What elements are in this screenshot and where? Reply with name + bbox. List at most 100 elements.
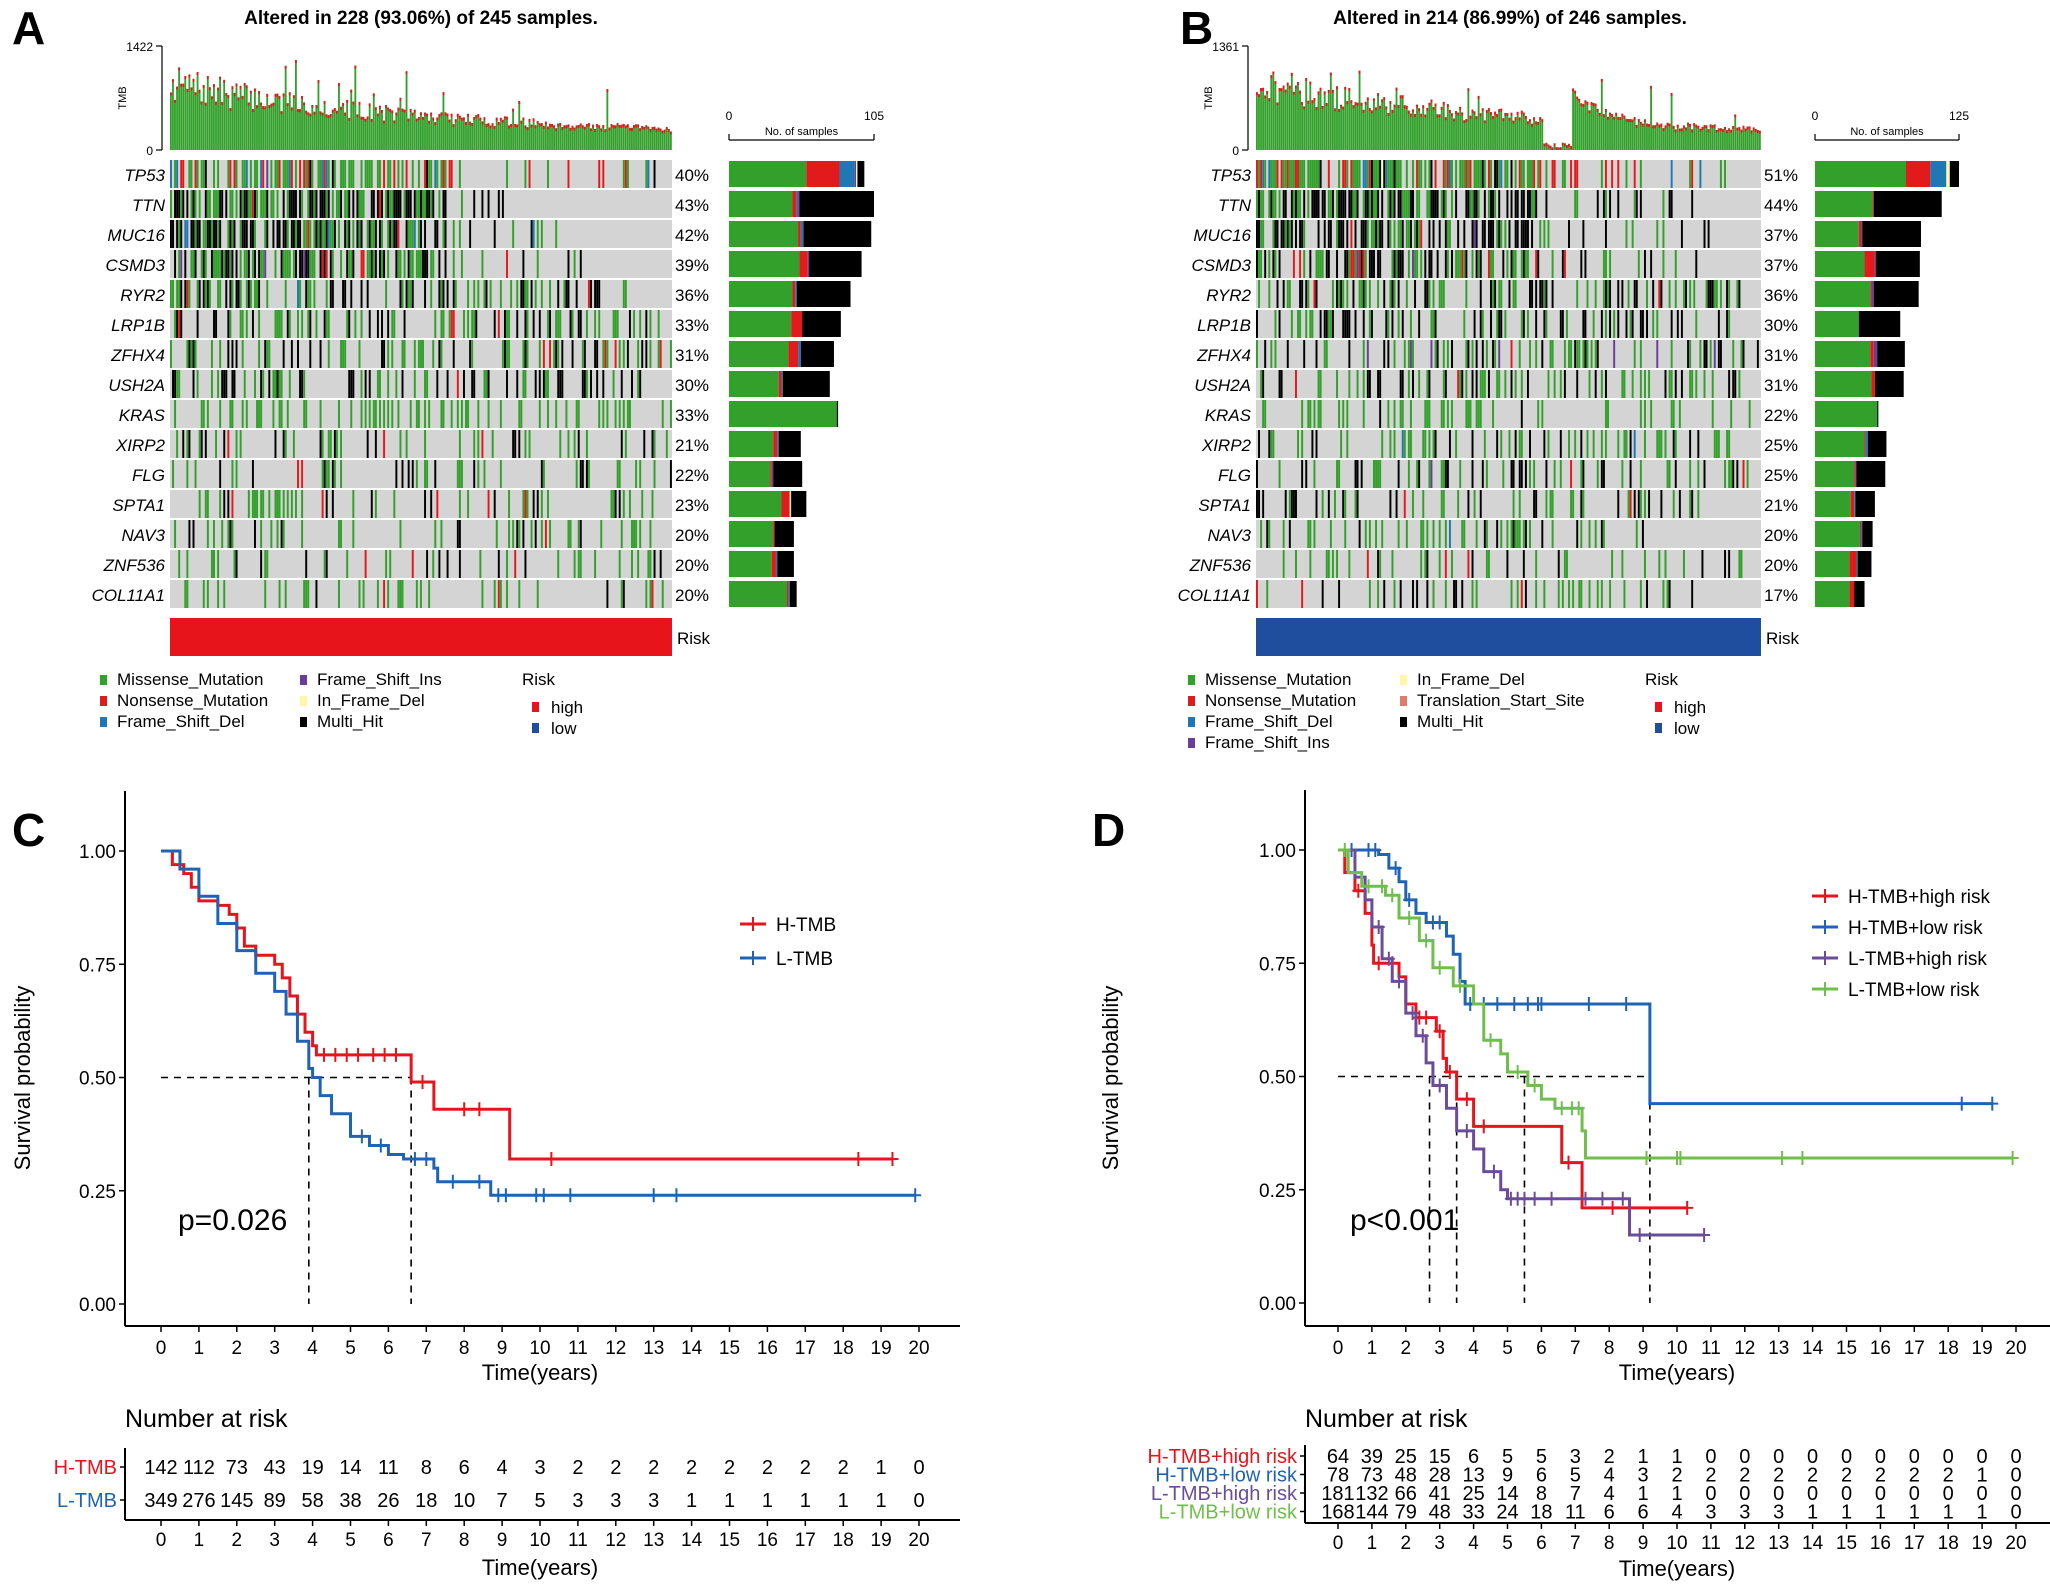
mutation-cell	[1516, 520, 1519, 548]
mutation-cell	[649, 550, 652, 578]
mutation-cell	[1524, 580, 1527, 608]
mutation-cell	[378, 370, 381, 398]
mutation-cell	[526, 490, 529, 518]
mutation-cell	[1481, 160, 1484, 188]
mutation-cell	[438, 550, 441, 578]
mutation-cell	[565, 400, 568, 428]
side-bar-segment	[798, 341, 801, 367]
side-bar-segment	[1873, 191, 1942, 217]
mutation-cell	[1713, 430, 1716, 458]
mutation-cell	[518, 430, 521, 458]
mutation-cell	[577, 550, 580, 578]
tmb-bar	[172, 79, 174, 150]
mutation-cell	[206, 400, 209, 428]
mutation-cell	[1471, 250, 1474, 278]
mutation-cell	[370, 190, 373, 218]
tmb-bar-nonsense	[489, 125, 492, 129]
tmb-bar-nonsense	[1475, 116, 1478, 120]
tmb-bar	[1358, 70, 1361, 150]
tmb-bar-nonsense	[440, 112, 443, 116]
tmb-bar-nonsense	[1754, 128, 1757, 132]
mutation-cell	[1533, 490, 1536, 518]
mutation-cell	[245, 250, 248, 278]
mutation-cell	[1401, 430, 1404, 458]
x-tick-label: 8	[1604, 1338, 1615, 1359]
tmb-bar	[1416, 104, 1418, 150]
mutation-cell	[245, 160, 248, 188]
mutation-cell	[1703, 460, 1706, 488]
side-axis-label: No. of samples	[1850, 126, 1924, 138]
tmb-bar-nonsense	[1586, 101, 1589, 105]
mutation-cell	[1270, 340, 1273, 368]
mutation-cell	[1256, 250, 1258, 278]
mutation-cell	[1342, 190, 1345, 218]
mutation-cell	[329, 220, 332, 248]
mutation-cell	[438, 190, 441, 218]
mutation-cell	[208, 280, 211, 308]
gene-percent: 36%	[675, 286, 709, 305]
tmb-bar	[1325, 102, 1328, 150]
mutation-cell	[260, 490, 263, 518]
mutation-cell	[1563, 250, 1566, 278]
mutation-cell	[1430, 340, 1433, 368]
tmb-bar	[192, 78, 195, 150]
legend-label: In_Frame_Del	[317, 691, 425, 710]
mutation-cell	[1607, 400, 1609, 428]
mutation-cell	[368, 310, 371, 338]
mutation-cell	[239, 430, 242, 458]
mutation-cell	[1282, 520, 1285, 548]
mutation-cell	[217, 550, 220, 578]
tmb-bar	[1600, 78, 1603, 150]
mutation-cell	[1730, 460, 1733, 488]
tmb-bar-nonsense	[1719, 128, 1722, 132]
mutation-cell	[1492, 340, 1495, 368]
risk-x-tick-label: 11	[568, 1530, 588, 1551]
mutation-cell	[1621, 280, 1624, 308]
mutation-cell	[438, 250, 441, 278]
mutation-cell	[290, 190, 293, 218]
tmb-bar	[395, 112, 398, 150]
tmb-bar-nonsense	[200, 101, 203, 105]
risk-count: 18	[415, 1490, 437, 1512]
mutation-cell	[1350, 220, 1353, 248]
mutation-cell	[581, 460, 584, 488]
mutation-cell	[1516, 580, 1519, 608]
mutation-cell	[1366, 190, 1369, 218]
mutation-cell	[1362, 340, 1365, 368]
tmb-bar-nonsense	[487, 123, 490, 127]
mutation-cell	[440, 340, 443, 368]
mutation-cell	[1342, 160, 1345, 188]
tmb-bar	[469, 121, 471, 150]
mutation-cell	[1379, 550, 1382, 578]
mutation-cell	[1379, 250, 1382, 278]
censor-mark	[1369, 843, 1382, 857]
mutation-cell	[1695, 310, 1698, 338]
tmb-bar-nonsense	[1734, 114, 1737, 118]
mutation-cell	[1543, 310, 1546, 338]
mutation-cell	[1459, 370, 1462, 398]
tmb-bar-nonsense	[665, 127, 668, 131]
mutation-cell	[473, 310, 476, 338]
risk-count: 1	[762, 1490, 773, 1512]
mutation-cell	[352, 220, 355, 248]
mutation-cell	[1284, 220, 1287, 248]
mutation-cell	[354, 310, 357, 338]
gene-row-col11a1: COL11A1 20%	[92, 580, 797, 608]
legend-swatch	[300, 717, 307, 727]
mutation-cell	[417, 400, 420, 428]
mutation-cell	[512, 220, 515, 248]
mutation-cell	[1301, 460, 1304, 488]
mutation-cell	[1362, 250, 1365, 278]
mutation-cell	[1680, 310, 1683, 338]
risk-count: 26	[377, 1490, 399, 1512]
tmb-bar	[260, 102, 262, 150]
mutation-cell	[487, 190, 490, 218]
risk-count: 144	[1355, 1502, 1388, 1524]
mutation-cell	[1356, 370, 1359, 398]
mutation-cell	[1518, 460, 1521, 488]
mutation-cell	[256, 400, 259, 428]
tmb-bar	[1313, 97, 1316, 150]
mutation-cell	[424, 400, 427, 428]
tmb-bar	[340, 106, 342, 150]
risk-count: 6	[459, 1457, 470, 1479]
